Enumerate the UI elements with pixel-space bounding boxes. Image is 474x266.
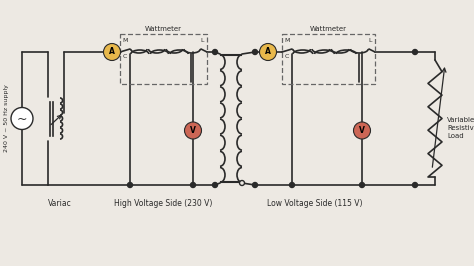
- Circle shape: [259, 44, 276, 60]
- Circle shape: [184, 122, 201, 139]
- Circle shape: [253, 49, 257, 55]
- Text: L: L: [200, 38, 204, 43]
- Text: M: M: [122, 38, 128, 43]
- Text: High Voltage Side (230 V): High Voltage Side (230 V): [114, 199, 212, 208]
- Circle shape: [354, 122, 371, 139]
- Text: Variable
Resistive
Load: Variable Resistive Load: [447, 118, 474, 139]
- Circle shape: [239, 181, 245, 185]
- Circle shape: [412, 49, 418, 55]
- Circle shape: [128, 182, 133, 188]
- Text: C: C: [285, 54, 289, 59]
- Circle shape: [253, 182, 257, 188]
- Circle shape: [290, 182, 294, 188]
- Circle shape: [359, 182, 365, 188]
- Text: Low Voltage Side (115 V): Low Voltage Side (115 V): [267, 199, 363, 208]
- Bar: [282, 34, 375, 84]
- Circle shape: [212, 182, 218, 188]
- Text: C: C: [123, 54, 127, 59]
- Text: ~: ~: [17, 113, 27, 126]
- Text: V: V: [190, 126, 196, 135]
- Text: M: M: [284, 38, 290, 43]
- Text: Variac: Variac: [48, 199, 72, 208]
- Circle shape: [191, 182, 195, 188]
- Circle shape: [11, 107, 33, 130]
- Circle shape: [103, 44, 120, 60]
- Circle shape: [412, 182, 418, 188]
- Text: Wattmeter: Wattmeter: [145, 26, 182, 32]
- Text: Wattmeter: Wattmeter: [310, 26, 347, 32]
- Text: A: A: [109, 48, 115, 56]
- Circle shape: [212, 49, 218, 55]
- Text: A: A: [265, 48, 271, 56]
- Bar: [120, 34, 207, 84]
- Text: V: V: [359, 126, 365, 135]
- Text: L: L: [368, 38, 372, 43]
- Text: 240 V ~ 50 Hz supply: 240 V ~ 50 Hz supply: [4, 85, 9, 152]
